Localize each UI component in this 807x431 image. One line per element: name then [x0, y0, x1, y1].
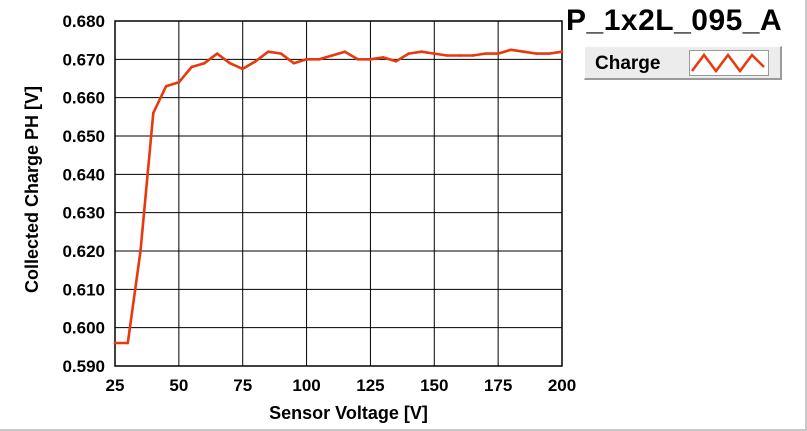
data-point — [381, 56, 385, 59]
data-point — [445, 54, 449, 57]
x-tick-label: 125 — [356, 376, 384, 395]
plot-area — [115, 21, 562, 366]
data-point — [254, 60, 257, 63]
chart-title: P_1x2L_095_A — [566, 4, 783, 37]
data-point — [522, 50, 525, 53]
data-point — [547, 52, 551, 55]
legend-label: Charge — [595, 53, 661, 74]
x-tick-label: 200 — [548, 376, 576, 395]
data-point — [560, 50, 564, 53]
x-axis-label: Sensor Voltage [V] — [269, 403, 428, 423]
data-point — [228, 61, 232, 65]
legend: Charge — [584, 46, 782, 80]
y-tick-label: 0.640 — [62, 165, 105, 184]
x-tick-label: 25 — [106, 376, 125, 395]
data-point — [267, 50, 270, 53]
data-point — [509, 48, 513, 52]
data-point — [139, 249, 142, 253]
data-point — [152, 111, 155, 115]
data-point — [496, 52, 500, 55]
y-tick-label: 0.660 — [62, 89, 105, 108]
data-point — [126, 341, 130, 345]
data-point — [203, 61, 206, 65]
y-tick-label: 0.680 — [62, 12, 105, 31]
x-tick-label: 75 — [233, 376, 252, 395]
data-point — [164, 84, 168, 88]
data-point — [394, 60, 398, 63]
data-point — [356, 58, 360, 61]
data-point — [292, 61, 296, 65]
window-edge-bottom — [0, 429, 807, 431]
data-point — [433, 52, 436, 55]
y-tick-label: 0.600 — [62, 319, 105, 338]
x-tick-label: 50 — [169, 376, 188, 395]
data-point — [318, 58, 321, 61]
legend-swatch — [689, 50, 769, 76]
data-point — [343, 50, 347, 53]
x-tick-label: 100 — [292, 376, 320, 395]
data-point — [279, 52, 283, 55]
data-point — [190, 65, 193, 69]
data-point — [369, 58, 372, 61]
data-point — [420, 50, 423, 53]
data-point — [471, 54, 474, 57]
y-tick-label: 0.620 — [62, 242, 105, 261]
y-tick-label: 0.630 — [62, 204, 105, 223]
data-point — [215, 52, 219, 55]
data-point — [177, 81, 181, 84]
plot-frame — [114, 20, 563, 367]
legend-line-icon — [691, 52, 765, 74]
window-edge-right — [805, 0, 807, 431]
y-tick-label: 0.610 — [62, 280, 105, 299]
y-axis-label: Collected Charge PH [V] — [22, 86, 42, 293]
data-point — [535, 52, 538, 55]
x-tick-label: 175 — [484, 376, 512, 395]
x-tick-label: 150 — [420, 376, 448, 395]
data-point — [305, 58, 308, 61]
y-tick-label: 0.590 — [62, 357, 105, 376]
data-point — [113, 341, 117, 345]
series-line-0 — [115, 48, 563, 345]
data-point — [330, 54, 334, 57]
legend-line — [691, 52, 765, 74]
data-point — [484, 52, 487, 55]
data-point — [458, 54, 462, 57]
y-tick-label: 0.650 — [62, 127, 105, 146]
data-point — [407, 52, 411, 55]
data-point — [241, 67, 244, 71]
y-tick-label: 0.670 — [62, 50, 105, 69]
